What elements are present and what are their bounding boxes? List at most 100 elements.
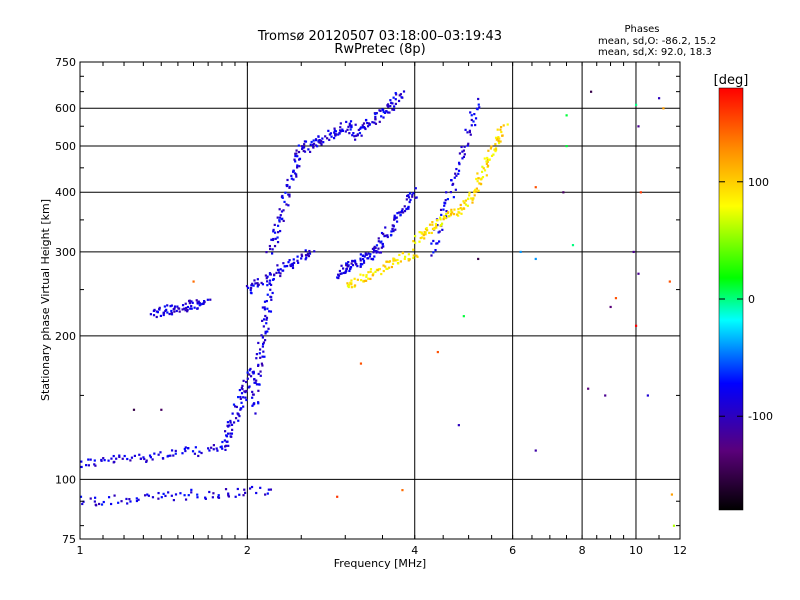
data-point: [345, 262, 348, 265]
data-point: [195, 299, 198, 302]
data-point: [271, 278, 275, 281]
data-point: [439, 216, 442, 219]
data-point: [359, 262, 362, 266]
data-point: [196, 302, 199, 305]
data-point: [380, 272, 383, 276]
data-point: [266, 307, 269, 310]
data-point: [238, 493, 241, 496]
data-point: [174, 452, 177, 455]
data-point: [79, 495, 83, 498]
data-point: [276, 224, 280, 227]
data-point: [164, 309, 167, 313]
data-point: [135, 497, 138, 500]
data-point: [387, 266, 391, 269]
data-point: [204, 497, 207, 500]
data-point: [308, 249, 311, 253]
data-point: [386, 111, 389, 114]
y-tick-label: 400: [55, 186, 76, 199]
data-point: [132, 408, 136, 411]
data-point: [186, 305, 190, 309]
data-point: [477, 189, 480, 192]
data-point: [312, 139, 315, 142]
data-point: [264, 493, 267, 496]
data-point: [274, 237, 277, 240]
data-point: [469, 133, 472, 136]
data-point: [396, 258, 399, 262]
data-point: [374, 122, 378, 125]
data-point: [315, 144, 318, 147]
data-point: [350, 286, 353, 289]
data-point: [98, 502, 101, 506]
data-point: [160, 408, 163, 411]
data-point: [294, 154, 297, 158]
data-point: [271, 248, 274, 251]
data-point: [324, 135, 327, 138]
data-point: [393, 218, 396, 221]
data-point: [283, 265, 286, 268]
data-point: [242, 379, 245, 382]
data-point: [229, 421, 232, 424]
data-point: [80, 460, 83, 463]
data-point: [347, 265, 350, 268]
gridlines: [80, 62, 680, 539]
data-point: [458, 152, 462, 155]
data-point: [494, 150, 497, 153]
x-tick-label: 2: [244, 544, 251, 557]
data-point: [457, 208, 460, 211]
data-point: [404, 255, 407, 258]
x-tick-label: 1: [77, 544, 84, 557]
data-point: [496, 128, 499, 131]
data-point: [261, 355, 264, 358]
y-tick-label: 100: [55, 473, 76, 486]
data-point: [383, 235, 386, 238]
data-point: [359, 126, 363, 129]
data-point: [277, 271, 281, 274]
data-point: [80, 465, 83, 469]
data-point: [470, 118, 473, 122]
data-point: [269, 310, 273, 313]
data-point: [273, 273, 276, 276]
data-point: [367, 257, 370, 260]
data-point: [293, 158, 296, 161]
data-point: [614, 297, 618, 300]
data-point: [300, 257, 303, 260]
data-point: [209, 298, 212, 301]
data-point: [391, 108, 394, 111]
data-point: [457, 424, 460, 427]
data-point: [306, 254, 309, 257]
data-point: [261, 345, 264, 348]
data-point: [397, 211, 401, 214]
data-point: [282, 209, 285, 212]
data-point: [257, 363, 260, 366]
y-tick-label: 600: [55, 102, 76, 115]
data-point: [266, 293, 269, 296]
data-point: [662, 107, 665, 110]
data-point: [450, 179, 453, 182]
data-point: [107, 459, 110, 462]
data-point: [282, 219, 285, 223]
data-point: [367, 252, 370, 255]
data-point: [408, 192, 412, 195]
data-point: [360, 279, 363, 282]
data-point: [174, 449, 177, 453]
data-point: [295, 149, 298, 152]
data-point: [167, 454, 170, 457]
data-point: [670, 493, 674, 496]
data-point: [350, 125, 353, 129]
data-point: [361, 263, 364, 266]
data-point: [245, 398, 248, 402]
data-point: [431, 223, 434, 226]
data-point: [296, 259, 299, 262]
data-point: [380, 246, 383, 249]
data-point: [266, 280, 269, 283]
data-point: [382, 269, 385, 273]
data-point: [110, 457, 113, 460]
data-point: [243, 488, 246, 491]
data-point: [341, 129, 345, 133]
data-point: [489, 147, 493, 150]
data-point: [418, 240, 421, 243]
data-point: [380, 240, 383, 243]
data-point: [358, 131, 362, 135]
data-point: [497, 135, 500, 139]
data-point: [282, 269, 285, 272]
